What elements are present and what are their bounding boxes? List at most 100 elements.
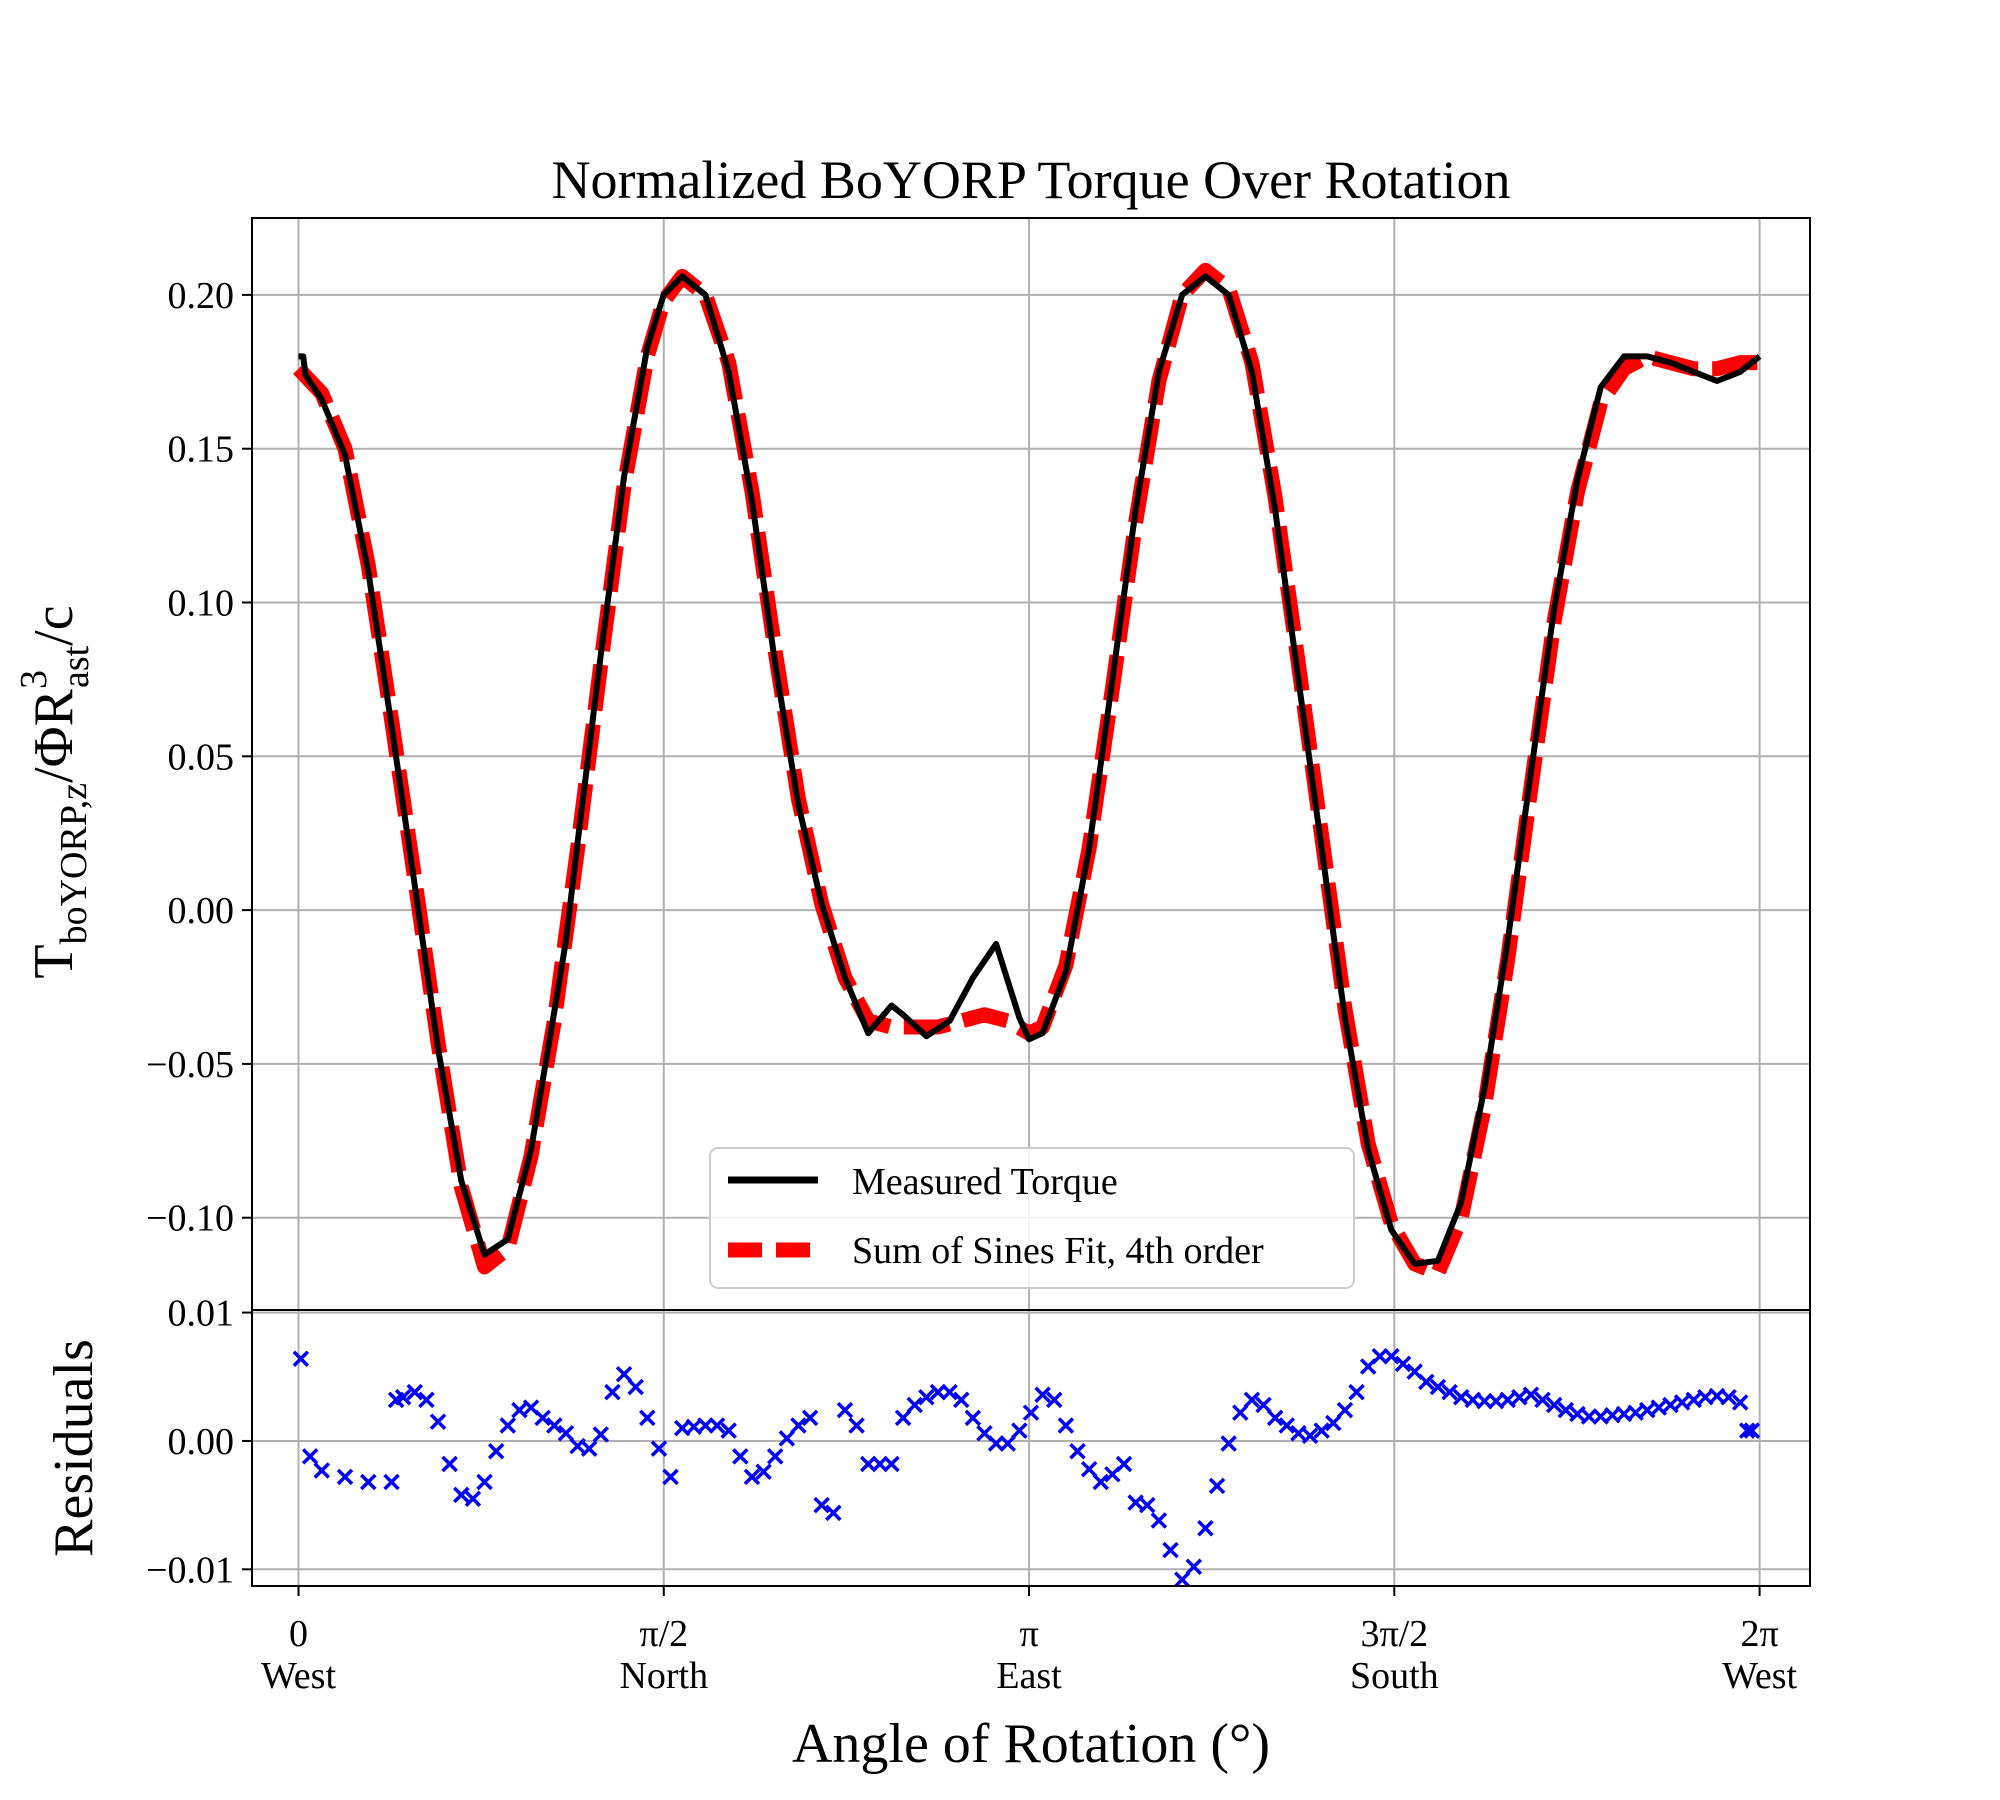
- main-y-tick-label: 0.20: [168, 275, 235, 317]
- residual-point: [720, 1422, 737, 1439]
- residual-point: [813, 1496, 830, 1514]
- residual-point: [1383, 1347, 1400, 1365]
- residual-point: [394, 1389, 412, 1406]
- residual-point: [1173, 1571, 1191, 1586]
- residual-point: [383, 1473, 400, 1491]
- residual-point: [1197, 1519, 1214, 1537]
- residual-point: [418, 1391, 435, 1409]
- residual-point: [1220, 1435, 1237, 1452]
- residual-y-ticks: 0.01 0.00 −0.01: [146, 1293, 252, 1591]
- residual-point: [1127, 1494, 1144, 1511]
- residual-point: [662, 1468, 679, 1486]
- series-line-measured: [298, 273, 1762, 1267]
- x-tick-sublabel: North: [619, 1655, 708, 1697]
- residual-point: [1301, 1427, 1319, 1445]
- residual-point: [848, 1417, 865, 1434]
- residual-series: [292, 1347, 1761, 1586]
- main-y-tick-label: −0.05: [146, 1044, 234, 1086]
- residual-point: [546, 1417, 563, 1434]
- residual-point: [1638, 1401, 1656, 1419]
- x-tick-sublabel: East: [996, 1655, 1062, 1697]
- main-grid: [252, 218, 1810, 1310]
- residual-point: [1452, 1389, 1470, 1406]
- main-y-ticks: 0.20 0.15 0.10 0.05 0.00 −0.05 −0.10: [146, 275, 252, 1240]
- chart-title: Normalized BoYORP Torque Over Rotation: [551, 150, 1510, 210]
- residual-point: [292, 1350, 310, 1368]
- residual-point: [755, 1463, 772, 1480]
- residual-point: [825, 1504, 842, 1522]
- residual-point: [732, 1448, 749, 1465]
- residual-point: [918, 1389, 935, 1406]
- residual-point: [1290, 1425, 1307, 1442]
- residual-point: [1046, 1391, 1063, 1409]
- residual-point: [1278, 1417, 1296, 1434]
- residual-point: [592, 1426, 610, 1443]
- residual-point: [1418, 1373, 1435, 1391]
- x-tick-label: 3π/2: [1360, 1613, 1428, 1655]
- residual-point: [604, 1383, 621, 1401]
- residual-point: [1115, 1455, 1133, 1473]
- residual-point: [453, 1486, 470, 1504]
- svg-text:TboYORP,z/ΦR3ast/c: TboYORP,z/ΦR3ast/c: [13, 605, 97, 978]
- residual-point: [511, 1401, 528, 1419]
- residual-point: [1057, 1417, 1075, 1434]
- residual-grid: [252, 1310, 1810, 1586]
- residual-point: [1266, 1409, 1284, 1427]
- residual-point: [1650, 1399, 1668, 1416]
- residual-point: [1022, 1404, 1040, 1421]
- residual-point: [836, 1401, 854, 1419]
- residual-point: [801, 1409, 819, 1427]
- residual-point: [1069, 1442, 1086, 1460]
- residual-point: [627, 1378, 644, 1396]
- x-tick-label: π: [1019, 1613, 1038, 1655]
- residual-y-tick-label: 0.00: [168, 1421, 235, 1463]
- residual-point: [1336, 1401, 1354, 1419]
- residual-point: [1080, 1460, 1098, 1478]
- residual-point: [1627, 1404, 1644, 1421]
- residual-point: [883, 1455, 900, 1473]
- residual-point: [766, 1448, 784, 1465]
- residual-point: [1534, 1391, 1551, 1409]
- residual-point: [894, 1409, 912, 1427]
- residual-point: [790, 1417, 807, 1434]
- residual-point: [429, 1413, 447, 1430]
- residual-y-tick-label: 0.01: [168, 1293, 235, 1335]
- residual-plot: 0.01 0.00 −0.01: [146, 1293, 1811, 1591]
- residual-point: [1732, 1394, 1749, 1411]
- legend-label-measured: Measured Torque: [852, 1161, 1118, 1203]
- legend-box: [709, 1147, 1355, 1289]
- x-tick-sublabel: West: [1722, 1655, 1797, 1697]
- residual-point: [778, 1430, 796, 1447]
- residual-point: [1511, 1389, 1528, 1406]
- x-tick-label: 0: [289, 1613, 308, 1655]
- residual-point: [999, 1435, 1016, 1452]
- residual-point: [476, 1473, 493, 1491]
- main-plot-frame: [251, 217, 1811, 1311]
- residual-point: [1673, 1394, 1691, 1411]
- residual-y-axis-label: Residuals: [43, 1339, 105, 1557]
- residual-point: [1522, 1386, 1540, 1403]
- residual-point: [1348, 1383, 1365, 1401]
- residual-point: [1738, 1422, 1756, 1439]
- x-tick-sublabel: South: [1350, 1655, 1439, 1697]
- residual-point: [1325, 1414, 1342, 1432]
- residual-point: [360, 1473, 377, 1491]
- main-y-tick-label: 0.00: [168, 890, 235, 932]
- residual-point: [1092, 1473, 1109, 1491]
- residual-point: [743, 1468, 761, 1486]
- residual-point: [1255, 1396, 1272, 1414]
- residual-y-tick-label: −0.01: [146, 1549, 234, 1591]
- main-y-tick-label: −0.10: [146, 1198, 234, 1240]
- residual-point: [313, 1462, 330, 1479]
- residual-point: [650, 1440, 668, 1457]
- residual-point: [336, 1468, 354, 1486]
- residual-point: [406, 1383, 424, 1401]
- main-y-tick-label: 0.10: [168, 583, 235, 625]
- main-series: [293, 262, 1762, 1281]
- residual-point: [1034, 1386, 1051, 1403]
- residual-point: [1685, 1391, 1702, 1409]
- residual-point: [1662, 1396, 1679, 1414]
- main-y-tick-label: 0.05: [168, 736, 235, 778]
